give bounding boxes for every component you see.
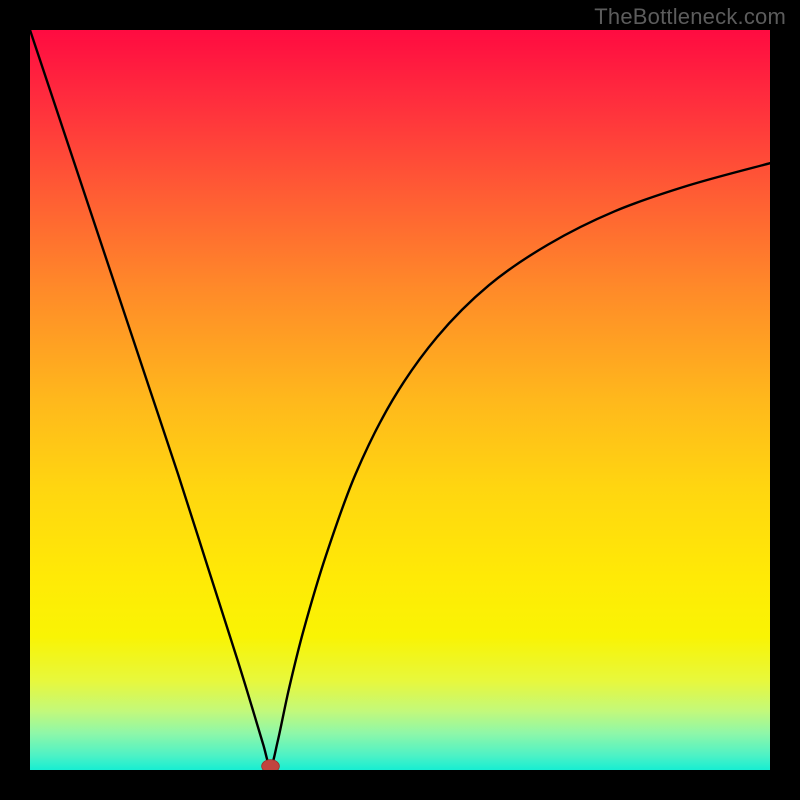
- plot-svg: [30, 30, 770, 770]
- gradient-background: [30, 30, 770, 770]
- minimum-marker: [262, 760, 280, 770]
- figure-outer: TheBottleneck.com: [0, 0, 800, 800]
- watermark-text: TheBottleneck.com: [594, 4, 786, 30]
- plot-area: [30, 30, 770, 770]
